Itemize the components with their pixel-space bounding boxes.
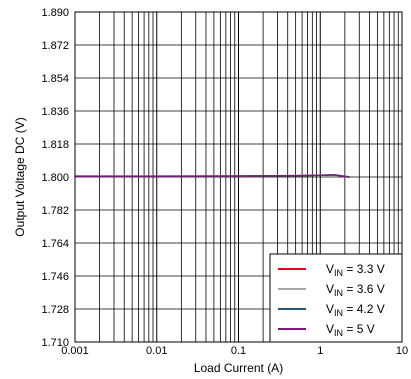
y-tick-label: 1.782 <box>41 205 69 217</box>
legend-entry-4: VIN = 5 V <box>326 322 375 338</box>
legend-entry-3: VIN = 4.2 V <box>326 302 385 318</box>
plot-frame <box>74 11 403 343</box>
y-axis-label: Output Voltage DC (V) <box>13 117 27 236</box>
x-axis-label: Load Current (A) <box>194 361 283 375</box>
y-tick-label: 1.890 <box>41 7 69 19</box>
legend-entry-1: VIN = 3.3 V <box>326 262 385 278</box>
x-tick-label: 0.001 <box>61 345 89 357</box>
y-tick-label: 1.872 <box>41 40 69 52</box>
y-tick-label: 1.854 <box>41 73 69 85</box>
legend: VIN = 3.3 V VIN = 3.6 V VIN = 4.2 V VIN = 5… <box>269 253 403 343</box>
x-tick-label: 0.01 <box>146 345 167 357</box>
x-tick-label: 0.1 <box>231 345 246 357</box>
series-line-4 <box>75 174 350 179</box>
y-tick-label: 1.746 <box>41 271 69 283</box>
legend-entry-2: VIN = 3.6 V <box>326 282 385 298</box>
y-tick-label: 1.818 <box>41 139 69 151</box>
series-lines <box>75 174 350 179</box>
y-tick-label: 1.764 <box>41 238 69 250</box>
y-tick-label: 1.800 <box>41 172 69 184</box>
y-tick-label: 1.710 <box>41 337 69 349</box>
x-tick-label: 10 <box>396 345 408 357</box>
x-tick-label: 1 <box>317 345 323 357</box>
y-tick-label: 1.836 <box>41 106 69 118</box>
y-tick-label: 1.728 <box>41 304 69 316</box>
tick-labels: 1.710 1.728 1.746 1.764 1.782 1.800 1.818 1.836… <box>41 7 408 357</box>
